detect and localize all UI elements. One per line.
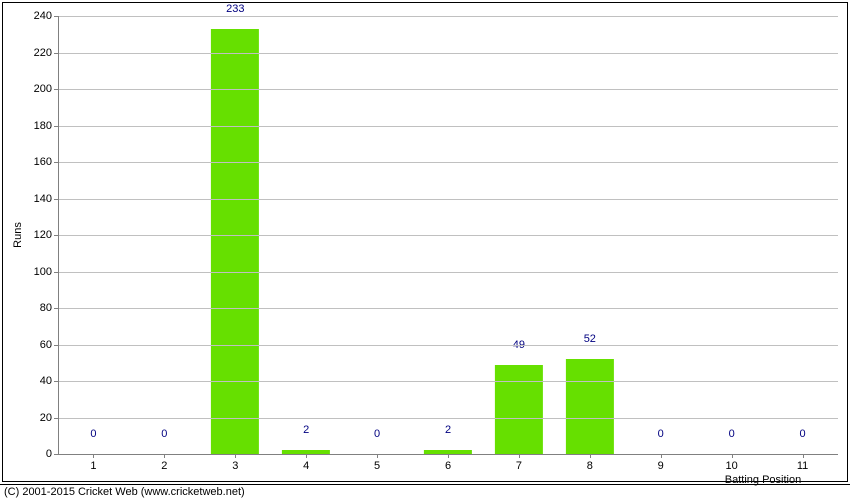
y-tick-label: 200 <box>34 83 52 95</box>
bar-value-label: 52 <box>584 333 596 345</box>
grid-line <box>58 89 838 90</box>
bar-value-label: 0 <box>90 428 96 440</box>
x-tick-label: 8 <box>587 460 593 472</box>
x-tick <box>732 454 733 458</box>
y-tick <box>54 345 58 346</box>
plot-area: 002332024952000 020406080100120140160180… <box>58 16 838 454</box>
x-tick <box>661 454 662 458</box>
x-tick <box>164 454 165 458</box>
y-tick <box>54 272 58 273</box>
x-tick-label: 4 <box>303 460 309 472</box>
x-tick <box>93 454 94 458</box>
footer-copyright: (C) 2001-2015 Cricket Web (www.cricketwe… <box>4 486 245 498</box>
bar-value-label: 0 <box>374 428 380 440</box>
y-tick <box>54 199 58 200</box>
y-tick-label: 0 <box>46 448 52 460</box>
grid-line <box>58 53 838 54</box>
y-tick-label: 180 <box>34 120 52 132</box>
y-tick-label: 20 <box>40 412 52 424</box>
y-tick <box>54 235 58 236</box>
y-tick <box>54 308 58 309</box>
bar-value-label: 0 <box>729 428 735 440</box>
y-tick <box>54 89 58 90</box>
x-tick-label: 11 <box>797 460 808 472</box>
y-tick <box>54 454 58 455</box>
x-tick <box>448 454 449 458</box>
x-tick <box>590 454 591 458</box>
bar-value-label: 2 <box>445 424 451 436</box>
bar-value-label: 0 <box>658 428 664 440</box>
grid-line <box>58 418 838 419</box>
x-tick-label: 2 <box>161 460 167 472</box>
y-tick-label: 160 <box>34 156 52 168</box>
y-tick-label: 240 <box>34 10 52 22</box>
x-tick-label: 5 <box>374 460 380 472</box>
grid-line <box>58 345 838 346</box>
grid-line <box>58 162 838 163</box>
bar-value-label: 2 <box>303 424 309 436</box>
x-tick-label: 7 <box>516 460 522 472</box>
x-tick-label: 9 <box>658 460 664 472</box>
grid-line <box>58 126 838 127</box>
y-tick-label: 120 <box>34 229 52 241</box>
bar-value-label: 233 <box>226 3 244 15</box>
x-tick-label: 6 <box>445 460 451 472</box>
y-tick-label: 220 <box>34 47 52 59</box>
x-tick <box>377 454 378 458</box>
y-tick-label: 40 <box>40 375 52 387</box>
y-tick-label: 60 <box>40 339 52 351</box>
grid-line <box>58 16 838 17</box>
y-tick-label: 140 <box>34 193 52 205</box>
y-axis-line <box>58 16 59 454</box>
bar <box>495 365 543 454</box>
y-axis-label: Runs <box>12 222 24 248</box>
bar <box>566 359 614 454</box>
bar-value-label: 0 <box>799 428 805 440</box>
y-tick <box>54 53 58 54</box>
y-tick-label: 100 <box>34 266 52 278</box>
x-tick-label: 10 <box>726 460 738 472</box>
grid-line <box>58 381 838 382</box>
chart-container: 002332024952000 020406080100120140160180… <box>0 0 850 500</box>
bar <box>211 29 259 454</box>
y-tick <box>54 16 58 17</box>
grid-line <box>58 272 838 273</box>
x-tick <box>803 454 804 458</box>
footer-divider <box>0 484 850 485</box>
x-tick <box>306 454 307 458</box>
x-tick-label: 3 <box>232 460 238 472</box>
grid-line <box>58 199 838 200</box>
y-tick <box>54 126 58 127</box>
x-tick <box>519 454 520 458</box>
grid-line <box>58 235 838 236</box>
y-tick <box>54 418 58 419</box>
x-tick-label: 1 <box>90 460 96 472</box>
y-tick-label: 80 <box>40 302 52 314</box>
x-tick <box>235 454 236 458</box>
bar-value-label: 0 <box>161 428 167 440</box>
y-tick <box>54 381 58 382</box>
y-tick <box>54 162 58 163</box>
grid-line <box>58 308 838 309</box>
